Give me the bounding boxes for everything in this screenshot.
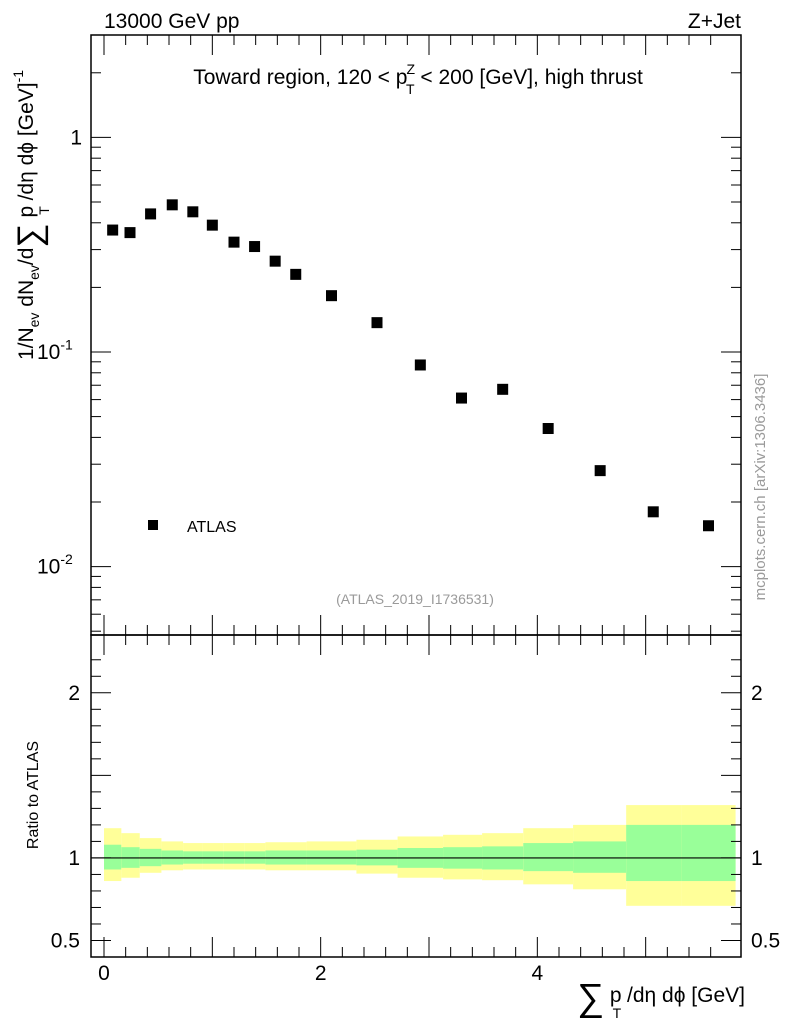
data-point [228,236,240,248]
main-y-tick-label: 10-1 [37,337,73,364]
ratio-panel-frame [90,634,742,958]
axis-tick-labels: 1 10-1 10-2 2 2 1 1 0.5 0.5 0 2 4 [37,126,780,985]
ratio-inner-band [573,841,627,873]
x-tick-label: 0 [98,962,110,985]
title-sub: T [406,81,415,97]
ratio-y-tick-label-left: 0.5 [51,929,80,952]
data-point [371,317,383,329]
x-tick-label: 2 [315,962,327,985]
data-point [647,506,659,518]
energy-label: 13000 GeV pp [104,10,239,33]
ratio-y-tick-label-left: 2 [68,682,80,705]
ratio-ylabel: Ratio to ATLAS [25,741,42,849]
x-tick-label: 4 [531,962,543,985]
main-y-tick-label: 1 [70,126,82,149]
data-point [594,465,606,477]
data-point [414,359,426,371]
data-point [107,224,119,236]
data-point [542,423,554,435]
data-point [124,227,136,239]
data-point [145,208,157,220]
ratio-inner-band [681,824,736,882]
main-ylabel: 1/Nev dNev/d∑ pT /dη dϕ [GeV]-1 [10,70,52,360]
ratio-y-tick-label-right: 1 [751,847,763,870]
data-point [703,520,714,532]
title-sup: Z [406,61,415,77]
analysis-annotation: (ATLAS_2019_I1736531) [336,591,494,607]
main-y-tick-label: 10-2 [37,551,73,578]
data-point [326,290,337,302]
data-point [290,268,302,280]
ratio-y-tick-label-right: 0.5 [751,929,780,952]
data-point [206,219,218,231]
legend-marker-atlas [148,520,158,530]
ratio-y-tick-label-right: 2 [751,682,763,705]
data-point [497,383,509,395]
main-title: Toward region, 120 < pZ T < 200 [GeV], hi… [193,61,643,97]
main-panel-frame [90,34,742,636]
ratio-inner-band [104,844,122,870]
ratio-bands [104,805,736,906]
legend-label-atlas: ATLAS [187,519,237,536]
data-point [187,206,199,218]
ratio-inner-band [523,843,574,872]
data-point [456,392,467,404]
data-point [249,241,261,253]
data-point [166,199,178,211]
ratio-y-tick-label-left: 1 [68,847,80,870]
ratio-inner-band [626,824,682,882]
data-point [269,255,281,267]
side-label: mcplots.cern.ch [arXiv:1306.3436] [752,374,769,601]
process-label: Z+Jet [688,10,741,33]
main-data-points [107,199,714,532]
